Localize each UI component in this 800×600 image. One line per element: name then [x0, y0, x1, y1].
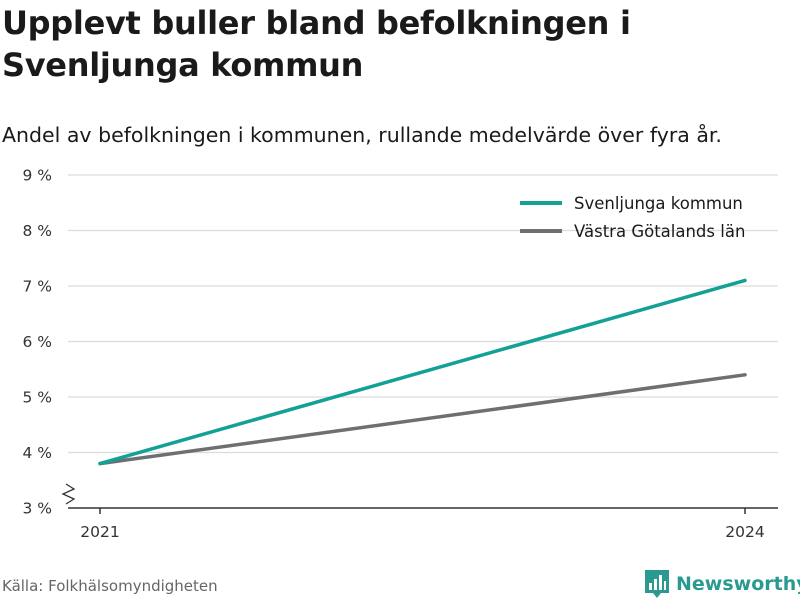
y-tick-label: 7 %: [22, 278, 52, 296]
y-tick-label: 4 %: [22, 444, 52, 462]
chart-title: Upplevt buller bland befolkningen i Sven…: [2, 4, 631, 84]
gridlines: [68, 174, 778, 454]
y-tick-label: 5 %: [22, 389, 52, 407]
brand-name: Newsworthy: [676, 573, 800, 595]
series-line: [98, 278, 747, 466]
source-note: Källa: Folkhälsomyndigheten: [2, 577, 218, 595]
y-tick-label: 3 %: [22, 500, 52, 518]
legend-label: Västra Götalands län: [574, 222, 745, 241]
brand-logo[interactable]: Newsworthy: [644, 568, 800, 600]
axes: 3 % 4 % 5 % 6 % 7 % 8 % 9 % 2021 2024: [22, 167, 778, 541]
series-lines: [98, 278, 747, 466]
y-tick-label: 6 %: [22, 333, 52, 351]
legend-label: Svenljunga kommun: [574, 194, 743, 213]
newsworthy-logo-icon: [645, 570, 669, 598]
x-tick-label: 2021: [80, 523, 119, 541]
y-tick-label: 8 %: [22, 222, 52, 240]
line-chart: 3 % 4 % 5 % 6 % 7 % 8 % 9 % 2021 2024 Svenljunga…: [22, 167, 778, 541]
x-tick-label: 2024: [725, 523, 764, 541]
axis-break-icon: [61, 483, 76, 505]
series-line: [98, 373, 747, 466]
y-tick-label: 9 %: [22, 167, 52, 185]
legend: Svenljunga kommun Västra Götalands län: [520, 194, 745, 241]
chart-subtitle: Andel av befolkningen i kommunen, rullan…: [2, 123, 722, 147]
